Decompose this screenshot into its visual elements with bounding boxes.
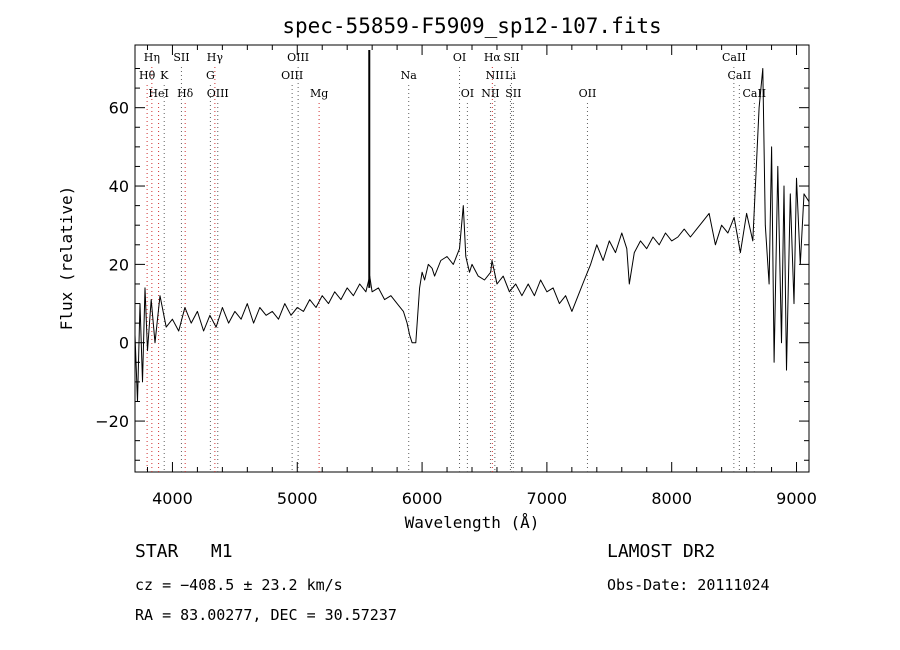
y-axis-label: Flux (relative) [57,186,76,331]
x-tick-label-1: 5000 [277,489,318,508]
spectral-line-label-16: SII [503,51,519,64]
spectral-line-label-17: NII [486,69,504,82]
spectral-line-label-19: NII [481,87,499,100]
x-tick-label-5: 9000 [776,489,817,508]
plot-frame [134,44,810,473]
y-tick-label-2: 20 [109,255,129,274]
object-type: STAR M1 [135,541,233,562]
spectral-line-label-3: K [160,69,169,82]
spectral-line-label-5: Hδ [177,87,194,100]
y-tick-label-1: 0 [119,334,129,353]
spectral-line-label-14: OI [461,87,474,100]
spectral-line-label-21: OII [579,87,597,100]
redshift-value: cz = −408.5 ± 23.2 km/s [135,576,343,594]
observation-date: Obs-Date: 20111024 [607,576,770,594]
spectral-line-label-13: OI [453,51,466,64]
spectral-line-label-1: Hθ [139,69,156,82]
spectral-line-label-4: SII [173,51,189,64]
x-tick-label-3: 7000 [527,489,568,508]
chart-title: spec-55859-F5909_sp12-107.fits [282,14,661,38]
spectral-line-label-10: OIII [281,69,303,82]
spectral-line-label-15: Hα [484,51,502,64]
survey-name: LAMOST DR2 [607,541,716,562]
spectral-line-label-9: OIII [287,51,309,64]
spectral-line-label-23: CaII [728,69,752,82]
flux-series [134,68,810,402]
spectral-line-label-24: CaII [742,87,766,100]
flux-series-line-0 [134,68,810,402]
spectral-line-label-7: G [206,69,215,82]
spectral-line-label-2: HeI [148,87,168,100]
x-tick-label-4: 8000 [651,489,692,508]
y-tick-label-4: 60 [109,99,129,118]
spectral-line-label-0: Hη [144,51,160,64]
object-subclass: M1 [210,541,233,562]
x-tick-label-0: 4000 [152,489,193,508]
object-type-label: STAR [135,541,179,562]
y-tick-label-3: 40 [109,177,129,196]
coordinates: RA = 83.00277, DEC = 30.57237 [135,606,397,624]
spectral-line-label-8: OIII [207,87,229,100]
x-axis-label: Wavelength (Å) [405,513,540,532]
spectral-line-label-18: Li [505,69,516,82]
spectral-line-label-12: Na [401,69,418,82]
spectral-line-label-11: Mg [310,87,328,100]
axis-ticks: 4000 5000 6000 7000 8000 9000 −20 0 20 40 60 [95,45,817,508]
spectral-line-label-6: Hγ [207,51,224,64]
x-tick-label-2: 6000 [402,489,443,508]
spectral-line-label-22: CaII [722,51,746,64]
spectral-line-label-20: SII [505,87,521,100]
y-tick-label-0: −20 [95,412,129,431]
